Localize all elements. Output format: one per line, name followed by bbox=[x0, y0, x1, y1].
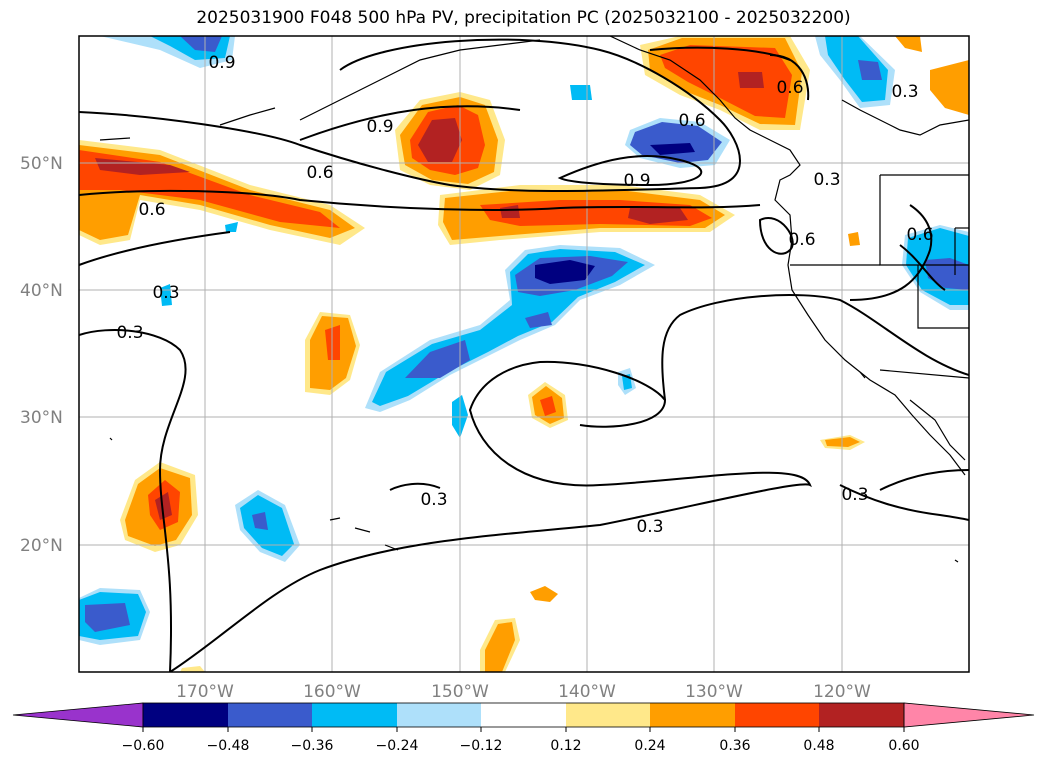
map-title: 2025031900 F048 500 hPa PV, precipitatio… bbox=[196, 8, 851, 28]
lat-label: 30°N bbox=[20, 408, 63, 428]
colorbar-tick-label: 0.48 bbox=[803, 738, 834, 754]
latitude-labels: 50°N 40°N 30°N 20°N bbox=[20, 154, 63, 556]
colorbar-tick-label: 0.36 bbox=[719, 738, 750, 754]
contour-label-group: 0.9 0.9 0.9 0.6 0.6 0.6 0.6 0.6 0.3 0.3 … bbox=[116, 53, 933, 537]
colorbar-segment bbox=[650, 703, 735, 727]
colorbar-segment bbox=[228, 703, 312, 727]
contour-label: 0.6 bbox=[906, 225, 933, 245]
contour-label: 0.3 bbox=[116, 323, 143, 343]
contour-label: 0.6 bbox=[138, 200, 165, 220]
colorbar-tick-label: −0.24 bbox=[376, 738, 419, 754]
colorbar-frame bbox=[142, 702, 905, 728]
longitude-labels: 170°W 160°W 150°W 140°W 130°W 120°W bbox=[176, 682, 871, 702]
contour-label: 0.3 bbox=[841, 485, 868, 505]
colorbar-segment bbox=[566, 703, 650, 727]
map-plot-area: 0.9 0.9 0.9 0.6 0.6 0.6 0.6 0.6 0.3 0.3 … bbox=[79, 36, 969, 672]
lon-label: 130°W bbox=[685, 682, 743, 702]
map-frame bbox=[78, 35, 970, 673]
lon-label: 160°W bbox=[303, 682, 361, 702]
pv-contours bbox=[79, 38, 969, 672]
graticule bbox=[79, 36, 969, 672]
colorbar-tick-label: 0.12 bbox=[550, 738, 581, 754]
colorbar-segment bbox=[397, 703, 481, 727]
contour-label: 0.6 bbox=[776, 78, 803, 98]
contour-label: 0.3 bbox=[813, 170, 840, 190]
lon-label: 140°W bbox=[558, 682, 616, 702]
colorbar-segment bbox=[481, 703, 566, 727]
colorbar-max-arrow bbox=[903, 702, 1035, 728]
contour-label: 0.9 bbox=[208, 53, 235, 73]
lon-label: 120°W bbox=[813, 682, 871, 702]
lon-label: 170°W bbox=[176, 682, 234, 702]
lat-label: 40°N bbox=[20, 281, 63, 301]
colorbar-segment bbox=[312, 703, 397, 727]
contour-label: 0.6 bbox=[306, 163, 333, 183]
colorbar-segment bbox=[143, 703, 228, 727]
contour-label: 0.6 bbox=[788, 230, 815, 250]
lon-label: 150°W bbox=[431, 682, 489, 702]
colorbar-tick-label: 0.24 bbox=[634, 738, 665, 754]
lat-label: 20°N bbox=[20, 536, 63, 556]
colorbar-segment bbox=[735, 703, 819, 727]
contour-label: 0.9 bbox=[366, 117, 393, 137]
contour-label: 0.3 bbox=[152, 283, 179, 303]
contour-label: 0.9 bbox=[623, 171, 650, 191]
contour-label: 0.3 bbox=[891, 82, 918, 102]
coastlines bbox=[99, 36, 969, 563]
colorbar-min-arrow bbox=[12, 702, 144, 728]
contour-label: 0.3 bbox=[420, 490, 447, 510]
colorbar-tick-label: −0.48 bbox=[207, 738, 250, 754]
precip-shading bbox=[79, 36, 969, 672]
lat-label: 50°N bbox=[20, 154, 63, 174]
colorbar-tick-marks bbox=[142, 727, 905, 732]
contour-label: 0.3 bbox=[636, 517, 663, 537]
colorbar-tick-label: −0.60 bbox=[122, 738, 165, 754]
colorbar-tick-label: 0.60 bbox=[888, 738, 919, 754]
colorbar-tick-label: −0.12 bbox=[460, 738, 503, 754]
colorbar: −0.60 −0.48 −0.36 −0.24 −0.12 0.12 0.24 … bbox=[12, 702, 1035, 754]
colorbar-tick-label: −0.36 bbox=[291, 738, 334, 754]
colorbar-segment bbox=[819, 703, 904, 727]
contour-label: 0.6 bbox=[678, 111, 705, 131]
